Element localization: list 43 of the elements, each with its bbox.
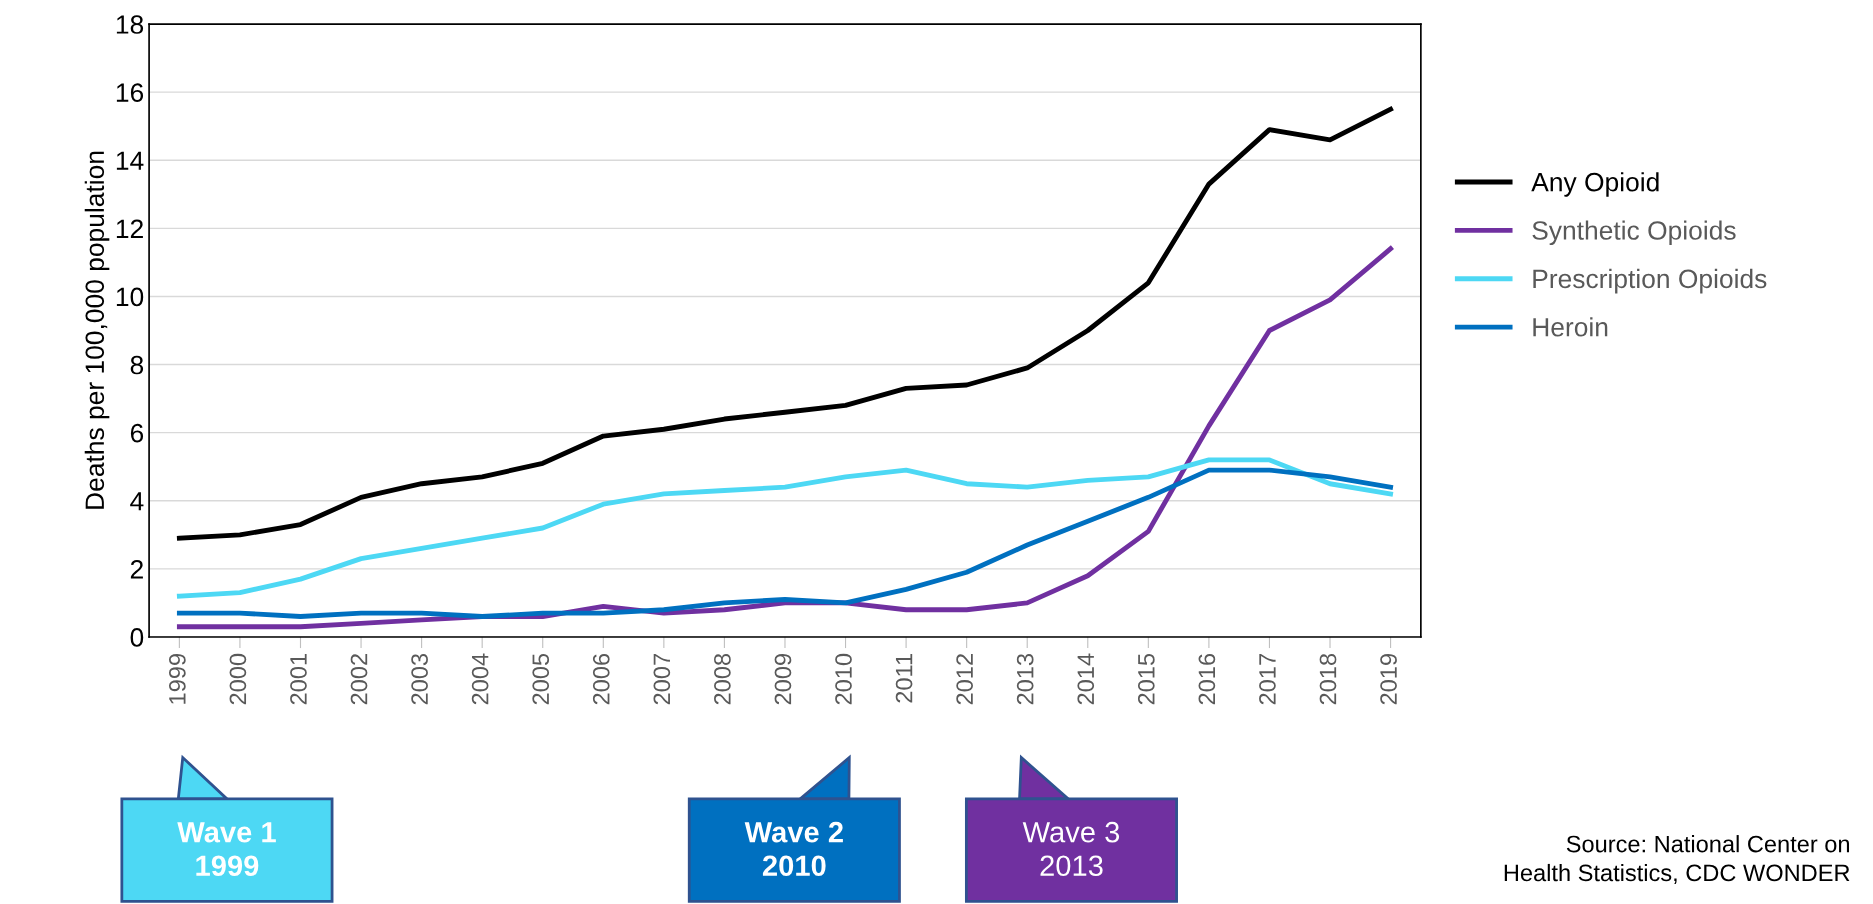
y-tick-label: 8 [130,355,144,375]
legend-label: Any Opioid [1531,172,1659,197]
line-series [176,457,1394,599]
text: Wave 1 1999 [177,822,276,877]
text: Wave 2 2010 [744,821,843,877]
x-tick-label: 2006 [592,653,610,705]
x-tick-label: 2008 [714,653,731,705]
x-tick-label: 1999 [168,654,186,704]
y-tick-label: 2 [130,559,143,579]
x-tick-label: 2010 [835,653,852,705]
x-tick-label: 2009 [774,654,792,705]
source-note: Source: National Center on Health Statistics, CDC WONDER [1504,835,1850,885]
x-tick-label: 2011 [895,654,913,703]
line-series [176,106,1394,541]
x-tick-label: 2007 [653,654,671,705]
x-tick-label: 2016 [1198,653,1216,705]
legend-label: Prescription Opioids [1533,268,1767,294]
x-tick-label: 2013 [1016,653,1034,705]
x-tick-label: 2015 [1137,653,1155,705]
x-tick-label: 2019 [1380,654,1397,705]
x-tick-label: 2014 [1077,653,1095,705]
x-tick-label: 2012 [956,654,973,705]
legend-label: Synthetic Opioids [1532,220,1736,246]
x-tick-label: 2017 [1259,654,1276,705]
line-series [176,467,1394,619]
x-tick-label: 2002 [350,654,368,705]
y-tick-label: 12 [116,219,143,238]
x-tick-label: 2000 [229,653,247,705]
y-tick-label: 4 [130,492,144,511]
y-tick-label: 16 [116,83,144,102]
y-tick-label: 6 [130,423,144,443]
legend-label: Heroin [1533,317,1608,337]
x-tick-label: 2003 [411,653,428,705]
y-axis-title: Deaths per 100,000 population [84,151,110,509]
x-tick-label: 2004 [471,653,489,705]
y-tick-label: 0 [130,628,144,647]
x-tick-label: 2005 [532,653,550,705]
y-tick-label: 14 [116,151,144,170]
y-tick-label: 18 [116,15,144,34]
text: Wave 3 2013 [1022,821,1120,877]
x-tick-label: 2001 [290,654,307,705]
x-tick-label: 2018 [1319,653,1337,705]
y-tick-label: 10 [116,287,144,307]
